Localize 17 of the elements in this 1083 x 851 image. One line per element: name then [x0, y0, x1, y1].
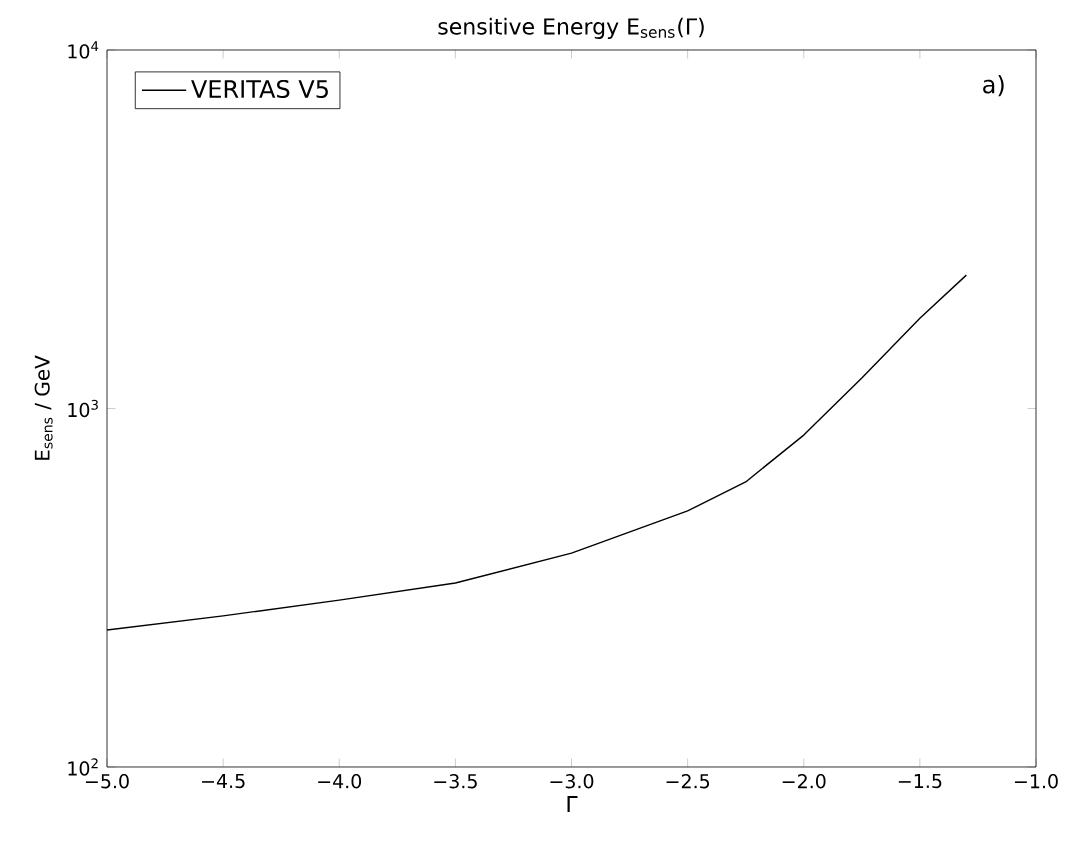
- chart-title: sensitive Energy E$_{sens}$(Γ): [438, 17, 704, 39]
- legend-label: VERITAS V5: [191, 79, 328, 99]
- y-tick-label: 10$^{3}$: [68, 399, 98, 418]
- x-tick-label: −3.0: [550, 774, 594, 789]
- y-tick-label: 10$^{2}$: [68, 758, 98, 776]
- x-tick-label: −4.0: [318, 774, 362, 789]
- x-axis-title: Γ: [567, 796, 578, 813]
- x-tick-label: −2.0: [782, 774, 826, 789]
- y-axis-title: E$_{sens}$ / GeV: [34, 355, 53, 460]
- y-tick-label: 10$^{4}$: [68, 41, 99, 59]
- x-tick-label: −4.5: [202, 774, 245, 789]
- x-tick-label: −2.5: [666, 774, 710, 789]
- x-tick-label: −5.0: [85, 774, 129, 789]
- annotation: a): [983, 74, 1004, 97]
- x-tick-label: −1.5: [898, 774, 942, 789]
- x-tick-label: −1.0: [1014, 774, 1058, 789]
- x-tick-label: −3.5: [434, 774, 477, 789]
